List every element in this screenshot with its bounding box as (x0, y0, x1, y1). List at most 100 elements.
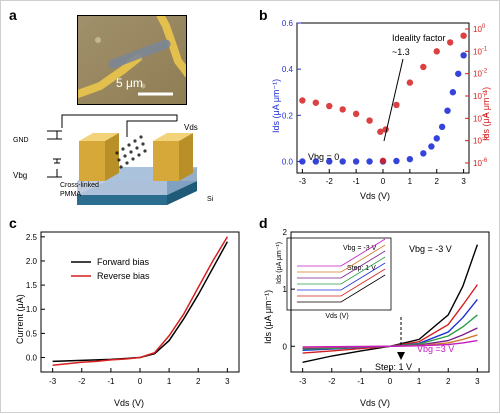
chart-b: Ids (μA μm⁻¹) Ids (μA μm⁻¹) Vds (V) Vbg … (271, 19, 491, 201)
b-point-log (312, 99, 320, 106)
c-xtick-label: -3 (49, 377, 57, 386)
micrograph-drawing (78, 16, 186, 104)
b-xtick-label: -2 (326, 177, 334, 186)
b-ideality-text2: ~1.3 (392, 47, 410, 57)
d-series-line (302, 244, 479, 363)
d-annotation-bottom: Vbg =3 V (417, 344, 454, 354)
d-series-line (302, 339, 478, 348)
c-ylabel: Current (μA) (15, 294, 25, 344)
b-point-log (379, 157, 387, 164)
b-point-linear (449, 89, 457, 96)
d-inset-series-line (296, 262, 386, 291)
panel-a-letter: a (9, 7, 17, 23)
b-point-linear (406, 155, 414, 163)
c-xtick-label: 1 (167, 377, 172, 386)
d-inset-series-line (296, 268, 386, 297)
d-inset-series-line (296, 244, 386, 273)
b-ytick-right-label: 10-4 (473, 113, 488, 123)
c-series-reverse (52, 236, 229, 366)
b-ylabel-right: Ids (μA μm⁻¹) (481, 87, 491, 141)
d-xtick-label: -3 (299, 377, 307, 386)
d-inset-series-line (296, 274, 386, 303)
b-ideality-pointer (383, 58, 404, 142)
b-point-log (393, 101, 400, 109)
d-xtick-label: -1 (357, 377, 365, 386)
b-point-log (299, 97, 306, 104)
b-point-linear (444, 107, 451, 114)
d-inset: Vds (V) Ids (μA μm⁻¹) Vbg = -3 V Step: 1… (276, 237, 392, 320)
chart-d: Ids (μA μm⁻¹) Vds (V) Vbg = -3 V Vbg =3 … (263, 228, 490, 408)
b-ytick-left-label: 0.0 (282, 157, 294, 166)
b-xtick-label: -1 (353, 177, 361, 186)
c-legend-forward: Forward bias (97, 257, 150, 267)
label-vds: Vds (184, 123, 198, 132)
b-plot-frame (296, 22, 470, 174)
b-point-log (352, 110, 360, 118)
d-xtick-label: 1 (417, 377, 422, 386)
b-point-linear (312, 158, 320, 165)
b-point-log (460, 32, 467, 39)
c-ytick-label: 2.5 (26, 233, 38, 242)
d-series-line (302, 284, 478, 354)
d-inset-series-line (296, 238, 386, 267)
b-xtick-label: 3 (461, 177, 466, 186)
b-ytick-left-label: 0.4 (282, 65, 294, 74)
b-point-log (433, 48, 440, 55)
b-point-linear (438, 123, 446, 131)
b-xtick-label: 1 (408, 177, 413, 186)
b-point-linear (460, 52, 467, 59)
d-xtick-label: 3 (475, 377, 480, 386)
c-xtick-label: -1 (107, 377, 115, 386)
b-point-linear (352, 158, 360, 165)
b-point-linear (455, 70, 462, 77)
b-ytick-right-label: 10-6 (473, 158, 488, 168)
panel-c-letter: c (9, 215, 17, 231)
b-point-linear (420, 150, 427, 157)
b-ytick-right-label: 10-1 (473, 46, 488, 56)
b-ideality-text1: Ideality factor (392, 33, 446, 43)
c-ytick-label: 1.0 (26, 305, 38, 314)
b-ytick-right-label: 10-3 (473, 91, 488, 101)
b-point-log (339, 106, 346, 113)
b-ytick-right-label: 100 (473, 24, 486, 34)
b-ylabel-left: Ids (μA μm⁻¹) (271, 79, 281, 133)
c-plot-frame (40, 231, 240, 373)
panel-b-letter: b (259, 7, 268, 23)
d-ytick-label: 1 (283, 285, 288, 294)
c-xlabel: Vds (V) (114, 398, 144, 408)
d-xlabel: Vds (V) (360, 398, 390, 408)
d-inset-series-line (296, 250, 386, 279)
d-ytick-label: 2 (283, 228, 288, 237)
b-xtick-label: 2 (435, 177, 440, 186)
panel-d-letter: d (259, 215, 268, 231)
d-ylabel: Ids (μA μm⁻¹) (263, 290, 273, 344)
c-xtick-label: 3 (225, 377, 230, 386)
device-schematic (47, 114, 197, 205)
b-xlabel: Vds (V) (360, 191, 390, 201)
b-point-log (446, 39, 454, 46)
scale-bar-label: 5 μm (116, 76, 143, 90)
device-micrograph: 5 μm (77, 15, 187, 105)
label-gnd: GND (13, 137, 29, 144)
d-inset-vbg: Vbg = -3 V (343, 245, 377, 252)
d-step-arrow (397, 352, 405, 360)
c-xtick-label: 0 (138, 377, 143, 386)
d-inset-step: Step: 1 V (347, 265, 376, 272)
label-si: Si (207, 196, 214, 203)
d-ytick-label: 0 (283, 342, 288, 351)
b-ytick-left-label: 0.2 (282, 111, 294, 120)
lattice-dots (115, 135, 147, 169)
b-point-linear (393, 157, 400, 165)
b-vbg-annotation: Vbg = 0 (308, 152, 339, 162)
d-inset-xlabel: Vds (V) (325, 313, 348, 320)
b-point-log (377, 128, 384, 135)
d-xtick-label: -2 (328, 377, 336, 386)
c-ytick-label: 0.0 (26, 354, 38, 363)
b-point-linear (428, 143, 435, 150)
c-ytick-label: 0.5 (26, 329, 38, 338)
b-point-linear (433, 135, 440, 142)
b-point-linear (326, 158, 333, 165)
b-xtick-label: 0 (381, 177, 386, 186)
d-xtick-label: 2 (446, 377, 451, 386)
